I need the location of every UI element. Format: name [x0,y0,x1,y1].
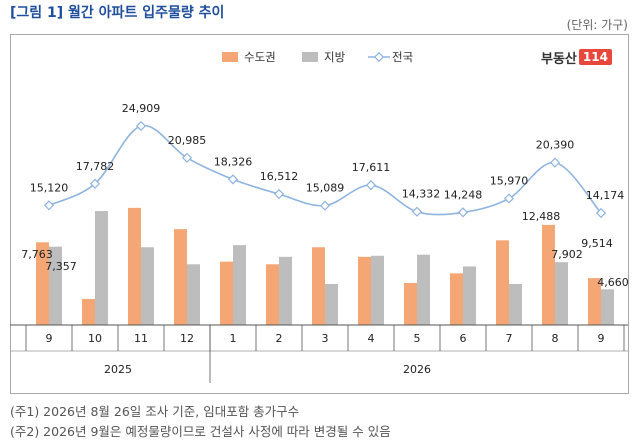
point-jeonguk-8 [411,206,423,217]
legend-label-0: 수도권 [244,50,276,64]
bar-sudogwon-12 [588,278,601,325]
footnote-2: (주2) 2026년 9월은 예정물량이므로 건설사 사정에 따라 변경될 수 … [10,424,391,439]
bar-jibang-7 [371,255,384,325]
bar-sudogwon-0 [36,242,49,325]
bar-jibang-4 [233,245,246,325]
data-label-전국-11: 20,390 [536,139,575,152]
data-label-수도권-11: 12,488 [522,210,561,223]
bar-sudogwon-4 [220,261,233,325]
x-tick-label-10: 7 [506,332,513,345]
data-label-전국-10: 15,970 [490,174,529,187]
legend-label-2: 전국 [392,50,413,64]
x-tick-label-9: 6 [460,332,467,345]
x-tick-label-0: 9 [46,332,53,345]
x-tick-label-4: 1 [230,332,237,345]
data-label-전국-3: 20,985 [168,134,207,147]
bar-jibang-10 [509,283,522,325]
bar-sudogwon-10 [496,240,509,325]
data-label-지방-11: 7,902 [551,248,583,261]
x-tick-label-2: 11 [134,332,148,345]
point-jeonguk-6 [319,200,331,211]
point-jeonguk-7 [365,180,377,191]
bar-jibang-12 [601,289,614,325]
data-label-전국-4: 18,326 [214,155,253,168]
bar-sudogwon-2 [128,207,141,325]
bar-sudogwon-7 [358,256,371,325]
point-jeonguk-10 [503,193,515,204]
x-tick-label-7: 4 [368,332,375,345]
bar-jibang-1 [95,211,108,325]
point-jeonguk-3 [181,152,193,163]
figure-title: [그림 1] 월간 아파트 입주물량 추이 [10,5,225,21]
data-label-수도권-0: 7,763 [21,248,53,261]
year-label-2026: 2026 [403,363,431,376]
brand-logo: 부동산 114 [541,47,612,67]
bar-sudogwon-3 [174,229,187,325]
data-label-수도권-12: 9,514 [581,237,613,250]
bar-sudogwon-11 [542,224,555,325]
data-label-전국-7: 17,611 [352,161,391,174]
x-tick-label-11: 8 [552,332,559,345]
point-jeonguk-0 [43,200,55,211]
data-label-전국-2: 24,909 [122,102,161,115]
bar-jibang-2 [141,247,154,325]
data-label-전국-6: 15,089 [306,182,345,195]
legend-swatch-1 [302,52,318,62]
point-jeonguk-1 [89,178,101,189]
data-label-전국-0: 15,120 [30,181,69,194]
bar-jibang-0 [49,246,62,325]
x-tick-label-12: 9 [598,332,605,345]
bar-jibang-5 [279,256,292,325]
data-label-전국-1: 17,782 [76,160,115,173]
x-tick-label-3: 12 [180,332,194,345]
point-jeonguk-4 [227,174,239,185]
data-label-전국-12: 14,174 [586,189,625,202]
chart-frame [10,34,629,394]
bar-sudogwon-9 [450,273,463,325]
unit-label: (단위: 가구) [566,18,628,32]
point-jeonguk-9 [457,207,469,218]
point-jeonguk-2 [135,120,147,132]
data-label-전국-8: 14,332 [402,188,441,201]
bar-jibang-9 [463,266,476,325]
point-jeonguk-5 [273,188,285,200]
bar-jibang-6 [325,283,338,325]
bar-sudogwon-5 [266,264,279,325]
bar-sudogwon-8 [404,282,417,325]
data-label-지방-0: 7,357 [45,260,77,273]
logo-text: 부동산 [541,51,577,67]
bar-jibang-3 [187,264,200,325]
x-tick-label-6: 3 [322,332,329,345]
bar-sudogwon-1 [82,298,95,325]
point-jeonguk-12 [595,207,607,219]
x-tick-label-1: 10 [88,332,102,345]
bar-sudogwon-6 [312,247,325,325]
bar-jibang-8 [417,254,430,325]
footnote-1: (주1) 2026년 8월 26일 조사 기준, 임대포함 총가구수 [10,404,300,419]
x-tick-label-8: 5 [414,332,421,345]
data-label-전국-5: 16,512 [260,170,299,183]
x-tick-label-5: 2 [276,332,283,345]
legend-marker-2 [373,51,385,63]
point-jeonguk-11 [549,157,561,168]
data-label-지방-12: 4,660 [597,276,629,289]
legend-label-1: 지방 [324,50,346,64]
legend-swatch-0 [222,52,238,62]
bar-jibang-11 [555,262,568,325]
year-label-2025: 2025 [104,363,132,376]
logo-badge: 114 [578,49,612,65]
data-label-전국-9: 14,248 [444,188,483,201]
footnotes: (주1) 2026년 8월 26일 조사 기준, 임대포함 총가구수 (주2) … [10,402,391,442]
